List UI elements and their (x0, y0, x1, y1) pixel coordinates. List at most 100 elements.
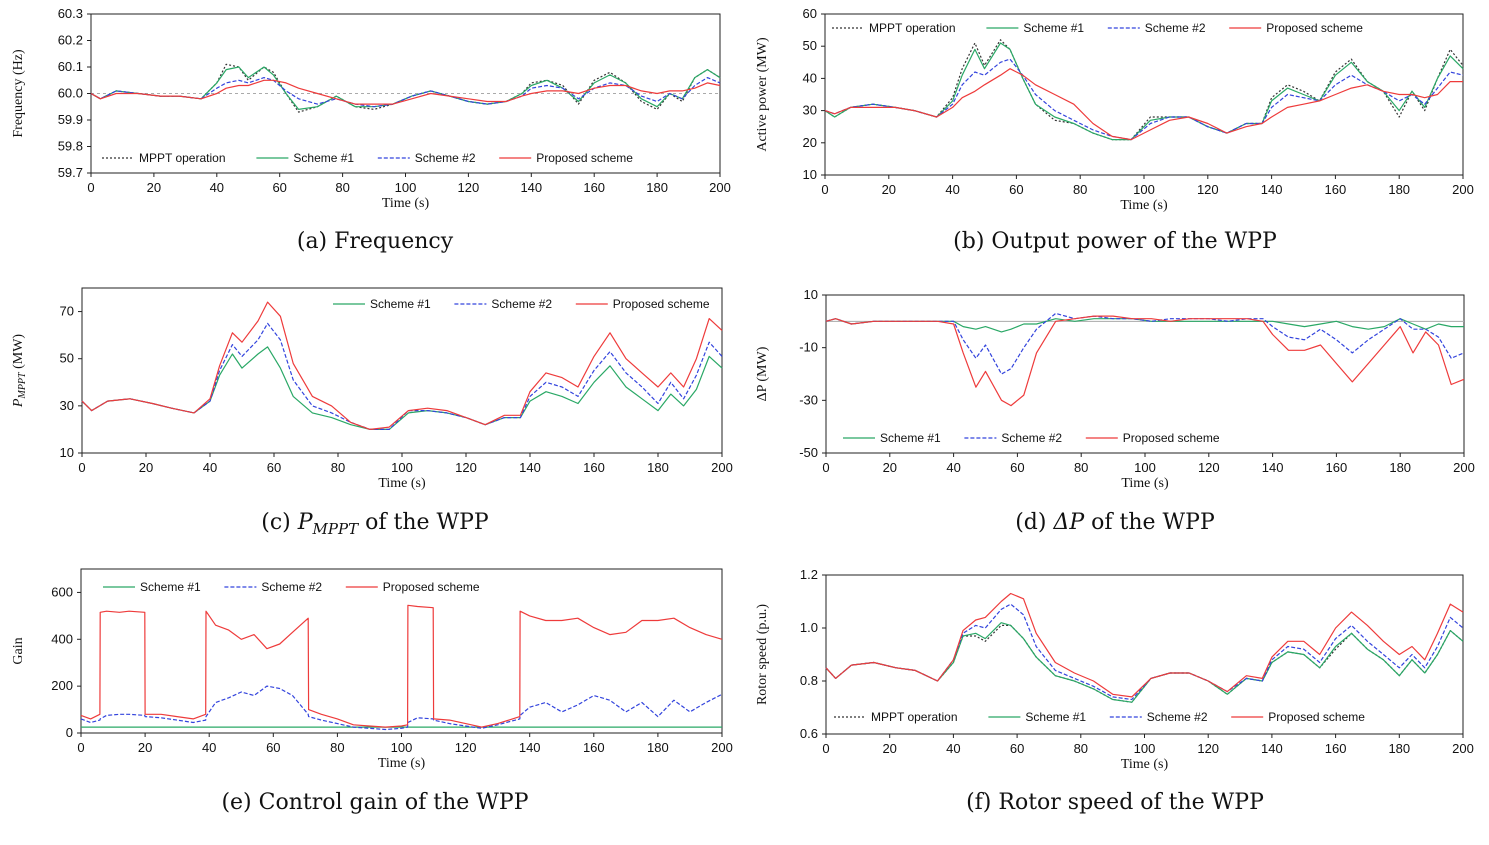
legend-label-scheme2: Scheme #2 (415, 151, 476, 165)
legend-label-proposed: Proposed scheme (536, 151, 633, 165)
x-tick-label: 20 (147, 180, 161, 195)
y-tick-label: 60.1 (58, 59, 83, 74)
x-tick-label: 0 (78, 460, 85, 475)
x-tick-label: 20 (883, 460, 897, 475)
x-tick-label: 60 (272, 180, 286, 195)
series-line-scheme2 (825, 312, 1465, 375)
legend-label-scheme2: Scheme #2 (1147, 710, 1208, 724)
x-tick-label: 160 (1325, 182, 1347, 197)
x-tick-label: 120 (1197, 741, 1219, 756)
x-axis-label: Time (s) (1121, 476, 1169, 491)
y-tick-label: 60.2 (58, 33, 83, 48)
x-tick-label: 100 (1134, 460, 1156, 475)
legend-label-scheme2: Scheme #2 (1001, 431, 1062, 445)
legend-label-mppt: MPPT operation (139, 151, 226, 165)
y-tick-label: 60 (803, 6, 817, 21)
y-tick-label: 0 (66, 725, 73, 740)
chart-panel-b: 0 20 40 60 80 100 120 140 160 180 200 10 20 30 40 50 60 T… (755, 6, 1474, 254)
y-tick-label: 50 (60, 351, 74, 366)
x-tick-label: 100 (1134, 741, 1156, 756)
x-tick-label: 180 (1388, 741, 1410, 756)
x-tick-label: 40 (203, 460, 217, 475)
panel-caption: (b) Output power of the WPP (953, 229, 1277, 254)
series-line-scheme2 (824, 58, 1464, 141)
legend-label-scheme2: Scheme #2 (491, 297, 552, 311)
x-tick-label: 160 (583, 460, 605, 475)
x-tick-label: 200 (1453, 460, 1475, 475)
y-tick-label: 70 (60, 304, 74, 319)
x-tick-label: 80 (1074, 741, 1088, 756)
y-tick-label: 400 (51, 631, 73, 646)
x-tick-label: 140 (1261, 741, 1283, 756)
x-tick-label: 80 (1073, 182, 1087, 197)
x-tick-label: 120 (458, 180, 480, 195)
y-tick-label: 30 (60, 398, 74, 413)
y-tick-label: 59.7 (58, 165, 83, 180)
series-line-proposed (825, 592, 1464, 698)
x-tick-label: 0 (77, 740, 84, 755)
y-tick-label: 10 (803, 167, 817, 182)
x-tick-label: 200 (709, 180, 731, 195)
legend-label-scheme1: Scheme #1 (293, 151, 354, 165)
y-tick-label: 59.8 (58, 139, 83, 154)
x-tick-label: 140 (519, 740, 541, 755)
x-tick-label: 180 (1388, 182, 1410, 197)
series-line-mppt (824, 39, 1464, 141)
series-line-scheme2 (81, 322, 723, 430)
y-tick-label: 10 (60, 445, 74, 460)
x-tick-label: 80 (330, 740, 344, 755)
x-tick-label: 100 (395, 180, 417, 195)
panel-caption: (f) Rotor speed of the WPP (966, 790, 1264, 815)
series-line-proposed (81, 301, 723, 430)
x-tick-label: 140 (1262, 460, 1284, 475)
x-tick-label: 60 (1010, 460, 1024, 475)
series-line-scheme2 (80, 685, 723, 731)
chart-panel-f: 0 20 40 60 80 100 120 140 160 180 200 0.6 0.8 1.0 1.2 T… (755, 567, 1474, 815)
x-axis-label: Time (s) (378, 756, 426, 771)
x-tick-label: 180 (647, 460, 669, 475)
y-tick-label: 600 (51, 584, 73, 599)
series-line-proposed (80, 604, 723, 728)
legend-label-scheme1: Scheme #1 (1025, 710, 1086, 724)
y-tick-label: 20 (803, 135, 817, 150)
x-tick-label: 40 (210, 180, 224, 195)
panel-caption: (a) Frequency (297, 229, 454, 254)
x-tick-label: 60 (267, 460, 281, 475)
x-tick-label: 0 (822, 460, 829, 475)
y-axis-label: ΔP (MW) (755, 346, 770, 401)
x-tick-label: 80 (335, 180, 349, 195)
x-tick-label: 160 (583, 740, 605, 755)
x-tick-label: 20 (138, 740, 152, 755)
x-tick-label: 0 (821, 182, 828, 197)
chart-panel-c: 0 20 40 60 80 100 120 140 160 180 200 10 30 50 70 Time … (11, 287, 733, 538)
series-line-mppt (825, 624, 1464, 703)
legend-label-scheme1: Scheme #1 (1023, 21, 1084, 35)
legend-label-proposed: Proposed scheme (1268, 710, 1365, 724)
series-line-scheme1 (824, 42, 1464, 141)
x-tick-label: 120 (1198, 460, 1220, 475)
series-line-scheme1 (90, 66, 721, 111)
x-tick-label: 180 (646, 180, 668, 195)
x-tick-label: 20 (882, 182, 896, 197)
x-tick-label: 100 (391, 740, 413, 755)
x-tick-label: 40 (946, 460, 960, 475)
y-tick-label: 59.9 (58, 112, 83, 127)
y-tick-label: 0.8 (800, 673, 818, 688)
y-axis-label: PMPPT (MW) (11, 334, 28, 408)
x-tick-label: 140 (520, 180, 542, 195)
x-axis-label: Time (s) (1121, 757, 1169, 772)
x-tick-label: 120 (455, 460, 477, 475)
x-tick-label: 0 (822, 741, 829, 756)
x-tick-label: 40 (946, 741, 960, 756)
x-tick-label: 0 (87, 180, 94, 195)
y-tick-label: -30 (799, 392, 818, 407)
series-line-proposed (824, 68, 1463, 141)
legend-label-scheme1: Scheme #1 (370, 297, 431, 311)
series-line-proposed (825, 315, 1465, 407)
x-tick-label: 40 (945, 182, 959, 197)
x-tick-label: 20 (882, 741, 896, 756)
x-axis-label: Time (s) (382, 196, 430, 211)
x-tick-label: 100 (391, 460, 413, 475)
y-tick-label: 200 (51, 678, 73, 693)
